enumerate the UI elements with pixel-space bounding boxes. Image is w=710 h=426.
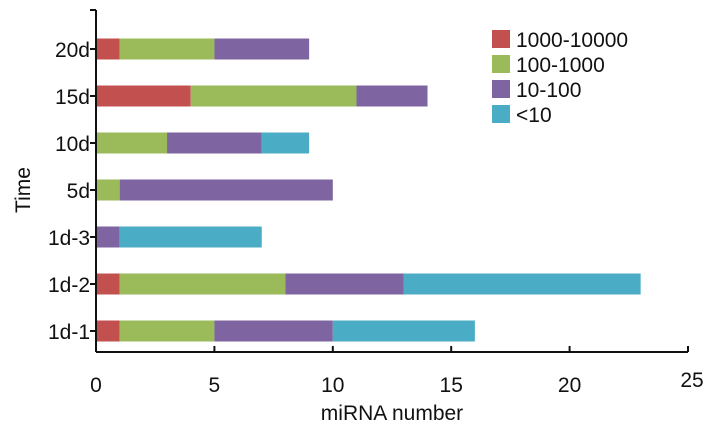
y-tick-label-1d-2: 1d-2 (48, 274, 90, 297)
bar-1d-2-series-2 (285, 273, 404, 295)
bar-1d-1-series-0 (96, 320, 120, 342)
x-tick-label-15: 15 (440, 374, 463, 397)
y-tick-label-5d: 5d (67, 180, 90, 203)
x-tick-label-20: 20 (558, 374, 581, 397)
bars-layer (96, 38, 641, 342)
bar-20d-series-0 (96, 38, 120, 60)
x-tick-label-5: 5 (209, 374, 221, 397)
axes-layer: 0 5 10 15 20 25 1d-1 1d-2 1d-3 5d 10d 15d 20d (48, 9, 704, 397)
bar-1d-2-series-0 (96, 273, 120, 295)
x-tick-label-10: 10 (321, 374, 344, 397)
bar-1d-2-series-1 (119, 273, 286, 295)
bar-15d-series-0 (96, 85, 191, 107)
legend-label-2: 10-100 (516, 79, 581, 102)
legend-label-1: 100-1000 (516, 54, 605, 77)
bar-5d-series-2 (119, 179, 333, 201)
legend-label-3: <10 (516, 104, 552, 127)
bar-1d-2-series-3 (403, 273, 641, 295)
bar-1d-1-series-2 (214, 320, 333, 342)
bar-20d-series-2 (214, 38, 310, 60)
y-tick-label-1d-3: 1d-3 (48, 227, 90, 250)
bar-20d-series-1 (119, 38, 215, 60)
bar-5d-series-1 (96, 179, 120, 201)
x-tick-label-0: 0 (90, 374, 102, 397)
y-tick-label-15d: 15d (55, 86, 90, 109)
legend-swatch-2 (492, 80, 510, 98)
bar-1d-3-series-3 (119, 226, 262, 248)
bar-1d-3-series-2 (96, 226, 120, 248)
legend-swatch-1 (492, 55, 510, 73)
legend-swatch-0 (492, 30, 510, 48)
legend-label-0: 1000-10000 (516, 29, 628, 52)
y-tick-label-10d: 10d (55, 133, 90, 156)
bar-10d-series-2 (167, 132, 262, 154)
bar-10d-series-3 (261, 132, 310, 154)
x-tick-label-25: 25 (680, 369, 703, 392)
bar-1d-1-series-3 (332, 320, 475, 342)
bar-1d-1-series-1 (119, 320, 215, 342)
bar-15d-series-1 (190, 85, 357, 107)
bar-15d-series-2 (356, 85, 428, 107)
y-tick-label-20d: 20d (55, 39, 90, 62)
x-axis-title: miRNA number (321, 402, 463, 425)
legend-swatch-3 (492, 105, 510, 123)
bar-10d-series-1 (96, 132, 168, 154)
y-tick-label-1d-1: 1d-1 (48, 321, 90, 344)
y-axis-title: Time (12, 167, 35, 213)
